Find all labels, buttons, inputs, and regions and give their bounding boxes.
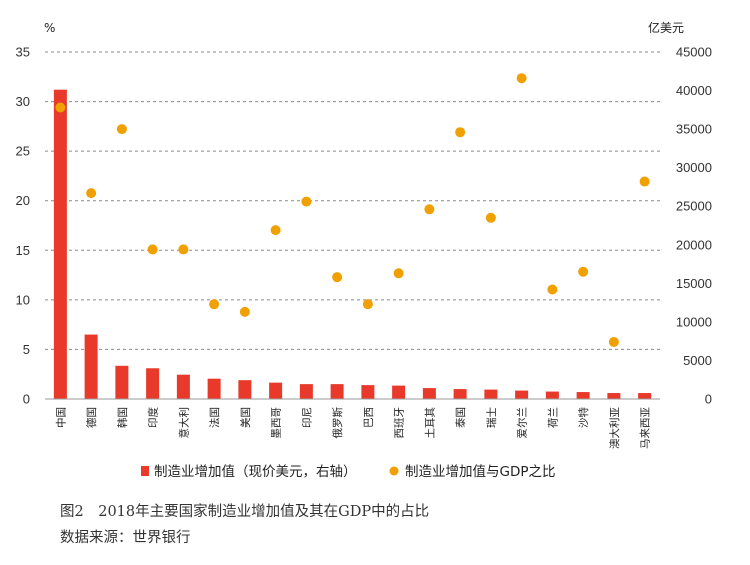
right-tick-label: 0 xyxy=(705,392,712,407)
right-tick-label: 20000 xyxy=(676,237,712,252)
category-label: 马来西亚 xyxy=(640,407,652,449)
bar xyxy=(115,365,129,399)
left-tick-label: 10 xyxy=(16,292,30,307)
scatter-point xyxy=(147,244,158,255)
bar xyxy=(207,378,221,399)
left-tick-label: 0 xyxy=(23,392,30,407)
scatter-point xyxy=(55,102,66,113)
category-label: 爱尔兰 xyxy=(516,407,529,439)
right-tick-label: 5000 xyxy=(683,353,712,368)
scatter-point xyxy=(547,284,558,295)
bar xyxy=(422,388,436,399)
left-y-axis: 0 5 10 15 20 25 30 35 xyxy=(16,45,30,407)
bar xyxy=(545,391,559,399)
right-y-axis: 0 5000 10000 15000 20000 25000 30000 35000 40000… xyxy=(676,45,712,407)
category-label: 沙特 xyxy=(578,407,590,428)
category-label: 土耳其 xyxy=(423,407,436,439)
legend-bar-swatch xyxy=(141,466,149,476)
source-note: 数据来源：世界银行 xyxy=(60,530,191,546)
chart: 0 5 10 15 20 25 30 35 0 5000 10000 15000 20000 25000… xyxy=(16,20,712,480)
scatter-point xyxy=(270,225,281,236)
bar xyxy=(238,380,252,399)
bar xyxy=(392,385,406,399)
bar xyxy=(484,389,498,399)
bar xyxy=(299,384,313,399)
right-tick-label: 35000 xyxy=(676,122,712,137)
category-label: 墨西哥 xyxy=(271,407,283,439)
scatter-point xyxy=(209,299,220,310)
grid xyxy=(45,51,660,350)
bar xyxy=(607,393,621,399)
scatter-point xyxy=(485,212,496,223)
scatter-point xyxy=(332,272,343,283)
category-label: 韩国 xyxy=(116,407,129,428)
right-tick-label: 10000 xyxy=(676,314,712,329)
category-label: 印尼 xyxy=(301,407,313,428)
left-axis-unit: % xyxy=(44,21,55,35)
category-label: 意大利 xyxy=(177,407,190,439)
category-label: 印度 xyxy=(147,407,160,428)
legend-dot-swatch xyxy=(389,466,399,476)
scatter-point xyxy=(393,268,404,279)
right-tick-label: 40000 xyxy=(676,83,712,98)
category-label: 法国 xyxy=(208,407,221,428)
category-label: 荷兰 xyxy=(546,407,559,428)
bar xyxy=(453,389,467,399)
category-label: 俄罗斯 xyxy=(331,407,344,439)
scatter-point xyxy=(86,188,97,199)
scatter-point xyxy=(455,127,466,138)
right-tick-label: 25000 xyxy=(676,199,712,214)
scatter-point xyxy=(178,244,189,255)
bar xyxy=(576,392,590,399)
scatter-point xyxy=(239,306,250,317)
left-tick-label: 30 xyxy=(16,94,30,109)
category-label: 泰国 xyxy=(454,407,467,428)
scatter-point xyxy=(362,299,373,310)
scatter-point xyxy=(116,124,127,135)
legend-bar-label: 制造业增加值（现价美元，右轴） xyxy=(154,464,357,480)
left-tick-label: 15 xyxy=(16,243,30,258)
bar xyxy=(146,368,160,399)
scatter-series xyxy=(55,73,650,347)
left-tick-label: 5 xyxy=(23,342,30,357)
category-label: 美国 xyxy=(239,407,252,428)
legend: 制造业增加值（现价美元，右轴） 制造业增加值与GDP之比 xyxy=(141,464,556,480)
left-tick-label: 20 xyxy=(16,193,30,208)
category-label: 德国 xyxy=(85,407,98,428)
bar xyxy=(269,382,283,399)
x-axis-categories: 中国 德国 韩国 印度 意大利 法国 美国 墨西哥 印尼 俄罗斯 巴西 西班牙 土耳其 泰国 瑞士 爱尔兰 荷兰… xyxy=(54,407,651,449)
bar xyxy=(638,393,652,399)
right-tick-label: 15000 xyxy=(676,276,712,291)
scatter-point xyxy=(301,196,312,207)
bar xyxy=(84,334,98,399)
scatter-point xyxy=(608,336,619,347)
category-label: 瑞士 xyxy=(485,407,498,428)
bar-series xyxy=(53,89,652,399)
scatter-point xyxy=(639,176,650,187)
scatter-point xyxy=(424,204,435,215)
category-label: 澳大利亚 xyxy=(608,407,621,449)
right-axis-unit: 亿美元 xyxy=(648,20,684,35)
figure-caption: 图2 2018年主要国家制造业增加值及其在GDP中的占比 xyxy=(60,504,430,520)
category-label: 中国 xyxy=(54,407,67,428)
category-label: 巴西 xyxy=(363,407,375,428)
right-tick-label: 30000 xyxy=(676,160,712,175)
left-tick-label: 25 xyxy=(16,144,30,159)
left-tick-label: 35 xyxy=(16,45,30,60)
legend-dot-label: 制造业增加值与GDP之比 xyxy=(405,464,556,480)
right-tick-label: 45000 xyxy=(676,45,712,60)
bar xyxy=(176,374,190,399)
bar xyxy=(515,390,529,399)
scatter-point xyxy=(578,266,589,277)
bar xyxy=(361,385,375,399)
bar xyxy=(330,384,344,399)
category-label: 西班牙 xyxy=(394,407,406,439)
scatter-point xyxy=(516,73,527,84)
bar xyxy=(53,89,67,399)
